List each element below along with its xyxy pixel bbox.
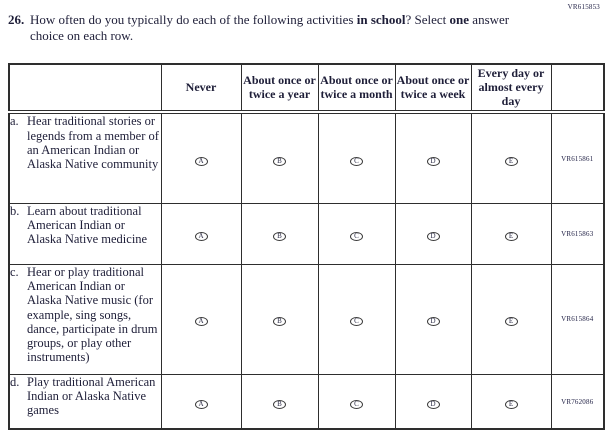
- option-cell-b-everyday: E: [470, 202, 552, 265]
- option-bubble-c-C[interactable]: C: [350, 317, 363, 327]
- row-code-a: VR615861: [550, 111, 605, 204]
- option-bubble-b-C[interactable]: C: [350, 231, 363, 241]
- question-text-part2: ? Select: [405, 12, 450, 27]
- column-header-never: Never: [160, 63, 242, 115]
- row-letter-d: d.: [10, 374, 20, 389]
- row-code-c: VR615864: [550, 263, 605, 375]
- option-bubble-b-B[interactable]: B: [273, 231, 286, 241]
- frequency-grid-table: Never About once or twice a year About o…: [8, 63, 605, 431]
- option-cell-d-year: B: [240, 373, 319, 430]
- option-cell-a-month: C: [317, 111, 396, 204]
- question-text-bold-in-school: in school: [356, 12, 406, 27]
- row-code-b: VR615863: [550, 202, 605, 265]
- column-header-once-twice-week: About once or twice a week: [394, 63, 472, 115]
- option-cell-d-never: A: [160, 373, 242, 430]
- option-bubble-d-B[interactable]: B: [273, 399, 286, 409]
- table-header-row: Never About once or twice a year About o…: [8, 63, 605, 115]
- option-bubble-c-B[interactable]: B: [273, 317, 286, 327]
- table-row-b: b. Learn about traditional American Indi…: [8, 202, 605, 265]
- row-code-d: VR762086: [550, 373, 605, 430]
- activity-cell-d: d. Play traditional American Indian or A…: [8, 373, 162, 430]
- option-bubble-d-E[interactable]: E: [504, 399, 518, 409]
- question-text-bold-one: one: [449, 12, 470, 27]
- option-cell-b-year: B: [240, 202, 319, 265]
- option-bubble-d-A[interactable]: A: [194, 399, 208, 409]
- option-bubble-d-C[interactable]: C: [350, 399, 363, 409]
- table-row-d: d. Play traditional American Indian or A…: [8, 373, 605, 430]
- row-letter-c: c.: [10, 264, 19, 279]
- option-cell-b-never: A: [160, 202, 242, 265]
- option-cell-d-week: D: [394, 373, 472, 430]
- option-bubble-b-E[interactable]: E: [504, 231, 518, 241]
- option-bubble-b-D[interactable]: D: [426, 231, 440, 241]
- activity-cell-b: b. Learn about traditional American Indi…: [8, 202, 162, 265]
- activity-cell-c: c. Hear or play traditional American Ind…: [8, 263, 162, 375]
- activity-cell-a: a. Hear traditional stories or legends f…: [8, 111, 162, 204]
- option-bubble-a-D[interactable]: D: [426, 156, 440, 166]
- option-cell-b-week: D: [394, 202, 472, 265]
- header-blank-cell: [8, 63, 162, 115]
- option-cell-a-year: B: [240, 111, 319, 204]
- option-bubble-a-C[interactable]: C: [350, 156, 363, 166]
- activity-label-b: Learn about traditional American Indian …: [27, 203, 148, 247]
- page-form-code: VR615853: [567, 3, 600, 11]
- option-cell-a-never: A: [160, 111, 242, 204]
- header-code-cell: [550, 63, 605, 115]
- row-letter-a: a.: [10, 114, 19, 129]
- table-row-c: c. Hear or play traditional American Ind…: [8, 263, 605, 375]
- option-cell-a-everyday: E: [470, 111, 552, 204]
- option-cell-a-week: D: [394, 111, 472, 204]
- row-letter-b: b.: [10, 203, 20, 218]
- option-bubble-a-E[interactable]: E: [504, 156, 518, 166]
- option-bubble-a-A[interactable]: A: [194, 156, 208, 166]
- option-cell-c-year: B: [240, 263, 319, 375]
- option-bubble-c-E[interactable]: E: [504, 317, 518, 327]
- option-cell-c-everyday: E: [470, 263, 552, 375]
- option-cell-c-week: D: [394, 263, 472, 375]
- question-number: 26.: [8, 12, 25, 27]
- option-bubble-d-D[interactable]: D: [426, 399, 440, 409]
- option-cell-c-month: C: [317, 263, 396, 375]
- activity-label-d: Play traditional American Indian or Alas…: [27, 374, 156, 418]
- question-text-part1: How often do you typically do each of th…: [30, 12, 357, 27]
- column-header-once-twice-year: About once or twice a year: [240, 63, 319, 115]
- table-row-a: a. Hear traditional stories or legends f…: [8, 111, 605, 204]
- option-cell-c-never: A: [160, 263, 242, 375]
- column-header-every-day: Every day or almost every day: [470, 63, 552, 115]
- question-text-part3: answer choice on each row.: [30, 12, 510, 44]
- question-26: 26. How often do you typically do each o…: [8, 12, 510, 45]
- option-cell-d-everyday: E: [470, 373, 552, 430]
- option-bubble-c-A[interactable]: A: [194, 317, 208, 327]
- question-text: How often do you typically do each of th…: [30, 12, 510, 45]
- option-bubble-c-D[interactable]: D: [426, 317, 440, 327]
- option-cell-d-month: C: [317, 373, 396, 430]
- activity-label-a: Hear traditional stories or legends from…: [27, 114, 159, 172]
- option-bubble-b-A[interactable]: A: [194, 231, 208, 241]
- column-header-once-twice-month: About once or twice a month: [317, 63, 396, 115]
- option-bubble-a-B[interactable]: B: [273, 156, 286, 166]
- option-cell-b-month: C: [317, 202, 396, 265]
- activity-label-c: Hear or play traditional American Indian…: [27, 264, 158, 365]
